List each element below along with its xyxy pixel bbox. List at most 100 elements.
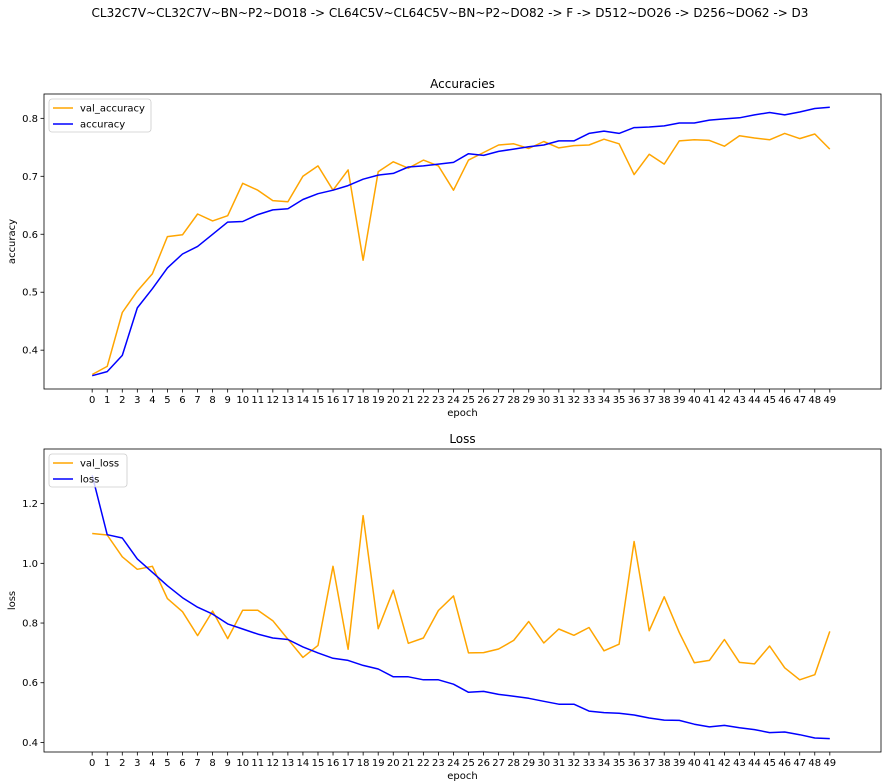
x-tick-label: 26 — [477, 395, 490, 406]
series-line-loss — [91, 475, 830, 740]
series-line-val-accuracy — [91, 132, 831, 376]
x-tick-label: 42 — [718, 395, 731, 406]
x-tick-label: 26 — [477, 758, 490, 769]
x-tick-label: 3 — [134, 395, 140, 406]
x-tick-label: 6 — [179, 395, 185, 406]
x-tick-label: 20 — [387, 758, 400, 769]
x-tick-label: 29 — [522, 758, 535, 769]
y-tick-label: 1.2 — [22, 499, 38, 510]
x-tick-label: 13 — [282, 395, 295, 406]
x-tick-label: 31 — [552, 395, 565, 406]
x-tick-label: 5 — [164, 395, 170, 406]
x-tick-label: 11 — [251, 758, 264, 769]
x-tick-label: 18 — [357, 758, 370, 769]
y-tick-label: 0.5 — [22, 288, 38, 299]
x-tick-label: 27 — [492, 395, 505, 406]
y-tick-label: 1.0 — [22, 559, 38, 570]
x-tick-label: 2 — [119, 395, 125, 406]
x-tick-label: 9 — [224, 758, 230, 769]
legend-label: loss — [80, 475, 99, 486]
x-tick-label: 30 — [537, 395, 550, 406]
legend-label: accuracy — [80, 120, 125, 131]
x-tick-label: 9 — [224, 395, 230, 406]
y-tick-label: 0.8 — [22, 114, 38, 125]
x-tick-label: 46 — [778, 758, 791, 769]
x-tick-label: 41 — [703, 758, 716, 769]
x-tick-label: 34 — [598, 395, 611, 406]
x-tick-label: 29 — [522, 395, 535, 406]
x-tick-label: 48 — [808, 395, 821, 406]
x-tick-label: 0 — [89, 758, 95, 769]
x-tick-label: 4 — [149, 395, 155, 406]
x-tick-label: 21 — [402, 395, 415, 406]
x-tick-label: 46 — [778, 395, 791, 406]
x-tick-label: 23 — [432, 395, 445, 406]
x-tick-label: 44 — [748, 395, 761, 406]
plot-frame — [43, 448, 882, 753]
x-tick-label: 8 — [209, 395, 215, 406]
x-tick-label: 47 — [793, 395, 806, 406]
x-tick-label: 21 — [402, 758, 415, 769]
y-tick-label: 0.4 — [22, 346, 38, 357]
x-tick-label: 16 — [327, 395, 340, 406]
x-tick-label: 1 — [104, 395, 110, 406]
x-tick-label: 3 — [134, 758, 140, 769]
x-tick-label: 45 — [763, 758, 776, 769]
x-tick-label: 11 — [251, 395, 264, 406]
y-tick-label: 0.8 — [22, 619, 38, 630]
x-tick-label: 14 — [297, 758, 310, 769]
x-tick-label: 40 — [688, 395, 701, 406]
x-tick-label: 43 — [733, 758, 746, 769]
x-tick-label: 17 — [342, 758, 355, 769]
x-tick-label: 6 — [179, 758, 185, 769]
x-tick-label: 25 — [462, 758, 475, 769]
chart-title: Loss — [449, 432, 475, 446]
x-tick-label: 39 — [673, 758, 686, 769]
legend-box — [48, 98, 152, 133]
x-tick-label: 33 — [583, 758, 596, 769]
x-tick-label: 24 — [447, 758, 460, 769]
x-tick-label: 10 — [236, 758, 249, 769]
x-tick-label: 7 — [194, 395, 200, 406]
x-tick-label: 1 — [104, 758, 110, 769]
x-tick-label: 19 — [372, 395, 385, 406]
x-tick-label: 2 — [119, 758, 125, 769]
x-tick-label: 8 — [209, 758, 215, 769]
x-tick-label: 15 — [312, 758, 325, 769]
x-tick-label: 16 — [327, 758, 340, 769]
x-tick-label: 32 — [568, 395, 581, 406]
x-tick-label: 12 — [266, 395, 279, 406]
chart-title: Accuracies — [430, 77, 495, 91]
x-tick-label: 28 — [507, 758, 520, 769]
series-line-accuracy — [92, 106, 830, 377]
x-tick-label: 15 — [312, 395, 325, 406]
x-axis-label: epoch — [447, 771, 477, 782]
legend-label: val_accuracy — [80, 104, 145, 115]
x-tick-label: 44 — [748, 758, 761, 769]
x-tick-label: 39 — [673, 395, 686, 406]
x-tick-label: 34 — [598, 758, 611, 769]
x-tick-label: 31 — [552, 758, 565, 769]
x-tick-label: 32 — [568, 758, 581, 769]
x-tick-label: 23 — [432, 758, 445, 769]
x-tick-label: 49 — [823, 395, 836, 406]
x-tick-label: 38 — [658, 758, 671, 769]
y-tick-label: 0.6 — [22, 230, 38, 241]
x-tick-label: 5 — [164, 758, 170, 769]
y-tick-label: 0.6 — [22, 678, 38, 689]
x-tick-label: 27 — [492, 758, 505, 769]
x-tick-label: 37 — [643, 758, 656, 769]
x-tick-label: 36 — [628, 395, 641, 406]
y-tick-label: 0.7 — [22, 172, 38, 183]
x-tick-label: 20 — [387, 395, 400, 406]
x-tick-label: 0 — [89, 395, 95, 406]
x-tick-label: 43 — [733, 395, 746, 406]
x-tick-label: 45 — [763, 395, 776, 406]
x-tick-label: 41 — [703, 395, 716, 406]
x-tick-label: 18 — [357, 395, 370, 406]
x-tick-label: 30 — [537, 758, 550, 769]
